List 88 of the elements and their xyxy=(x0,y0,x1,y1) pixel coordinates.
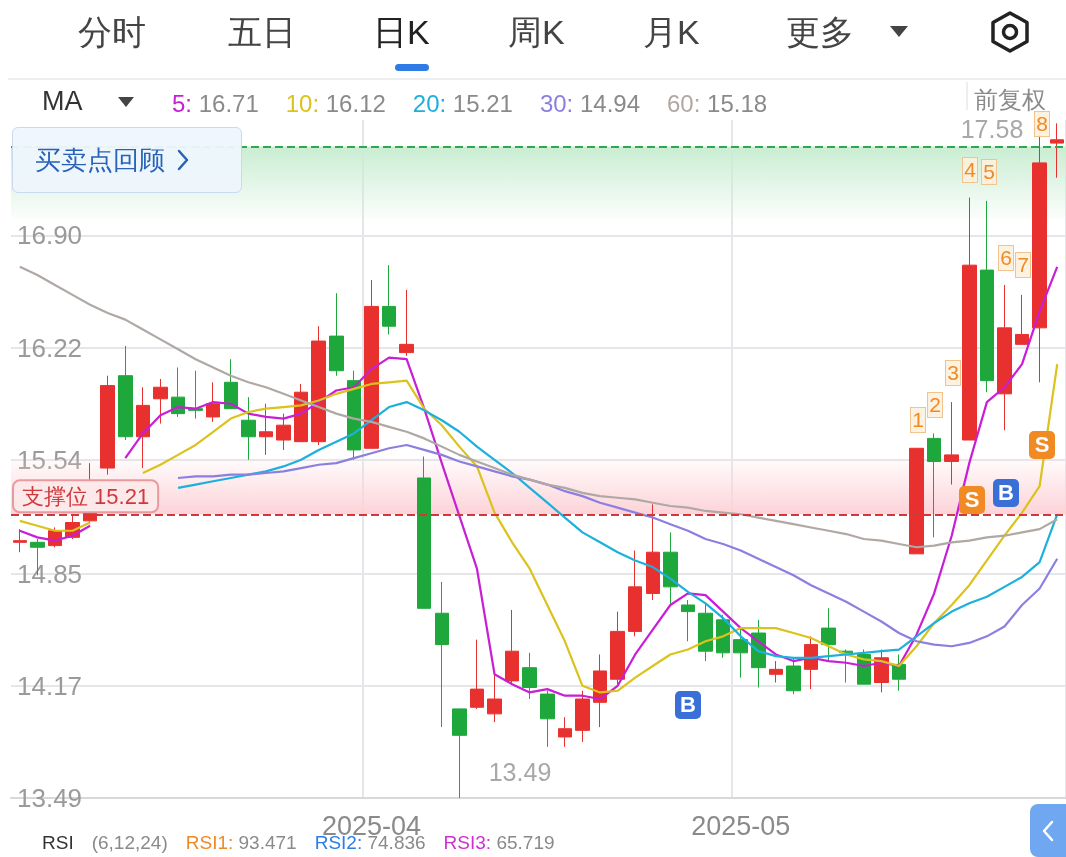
text: 五日 xyxy=(228,12,296,53)
y-tick-label: 14.85 xyxy=(17,558,83,589)
text: 月K xyxy=(643,12,700,53)
candlestick xyxy=(610,611,625,685)
text: RSI xyxy=(42,832,74,854)
candlestick xyxy=(892,653,906,692)
number-tag: 5 xyxy=(981,159,997,185)
text: (6,12,24) xyxy=(91,832,168,854)
x-tick-label: 2025-05 xyxy=(691,810,791,841)
y-tick-label: 13.49 xyxy=(17,783,83,813)
signal-tag: S xyxy=(959,486,985,514)
candlestick xyxy=(118,345,133,441)
number-tag: 7 xyxy=(1015,252,1031,278)
candlestick xyxy=(1050,122,1064,179)
signal-tag: B xyxy=(993,479,1019,507)
candlestick xyxy=(646,503,660,601)
candlestick xyxy=(944,401,959,486)
candlestick xyxy=(435,581,449,728)
text: 30: 14.94 xyxy=(539,89,641,117)
annotation: 17.58 xyxy=(960,114,1024,144)
candlestick xyxy=(224,358,238,410)
text: 5: 16.71 xyxy=(172,89,259,117)
review-button: 买卖点回顾 xyxy=(12,127,242,193)
candlestick xyxy=(1032,134,1047,383)
candlestick xyxy=(188,370,203,420)
candlestick xyxy=(136,386,150,469)
ref-line-label: 支撑位 15.21 xyxy=(22,483,150,509)
candlestick xyxy=(663,531,678,606)
number-tag: 8 xyxy=(1034,111,1050,137)
candlestick xyxy=(909,447,924,555)
candlestick xyxy=(769,660,783,684)
candlestick xyxy=(487,673,502,723)
candlestick xyxy=(470,639,484,710)
candlestick xyxy=(452,708,467,799)
candlestick xyxy=(698,602,713,662)
y-tick-label: 16.90 xyxy=(17,220,83,251)
candlestick xyxy=(153,378,168,425)
annotation: 13.49 xyxy=(488,757,552,787)
candlestick xyxy=(927,432,941,538)
candlestick xyxy=(540,690,555,748)
text: 20: 15.21 xyxy=(412,89,513,117)
candlestick xyxy=(329,292,344,377)
candlestick xyxy=(962,197,977,441)
candlestick xyxy=(382,264,396,335)
candlestick xyxy=(311,325,326,446)
annotation: 买卖点回顾 xyxy=(35,143,165,177)
candlestick xyxy=(997,284,1012,431)
candlestick xyxy=(417,456,431,609)
line-series xyxy=(176,400,1059,659)
text: RSI3: 65.719 xyxy=(443,832,555,854)
candlestick xyxy=(206,381,220,423)
signal-tag: B xyxy=(675,691,701,719)
candlestick xyxy=(522,652,537,700)
y-tick-label: 15.54 xyxy=(17,444,83,475)
candlestick xyxy=(364,279,379,449)
text: 分时 xyxy=(78,12,146,53)
y-tick-label: 14.17 xyxy=(17,670,83,701)
candlestick xyxy=(558,716,572,748)
text: RSI1: 93.471 xyxy=(185,832,297,854)
candlestick xyxy=(241,396,256,461)
signal-tag: S xyxy=(1029,431,1055,459)
number-tag: 4 xyxy=(962,157,978,183)
candlestick xyxy=(628,550,642,637)
text: 10: 16.12 xyxy=(285,89,386,117)
candlestick xyxy=(100,375,115,476)
text: 更多 xyxy=(786,12,854,53)
legend-title: MA xyxy=(42,86,83,117)
text: 周K xyxy=(508,12,565,53)
text: 日K xyxy=(373,12,430,53)
candlestick xyxy=(259,403,273,456)
candlestick xyxy=(276,413,291,451)
candlestick xyxy=(1015,294,1029,345)
number-tag: 2 xyxy=(927,392,943,418)
candlestick xyxy=(399,289,414,357)
candlestick xyxy=(575,690,590,743)
number-tag: 3 xyxy=(945,360,961,386)
candlestick xyxy=(786,657,801,695)
text: 前复权 xyxy=(974,84,1046,116)
candlestick xyxy=(733,627,748,679)
number-tag: 1 xyxy=(910,407,926,433)
candlestick xyxy=(980,200,994,393)
candlestick xyxy=(13,528,27,553)
candlestick xyxy=(821,607,836,662)
candlestick xyxy=(681,599,695,642)
number-tag: 6 xyxy=(998,245,1014,271)
candlestick xyxy=(505,609,519,685)
y-tick-label: 16.22 xyxy=(17,332,83,363)
text: 60: 15.18 xyxy=(667,89,768,117)
